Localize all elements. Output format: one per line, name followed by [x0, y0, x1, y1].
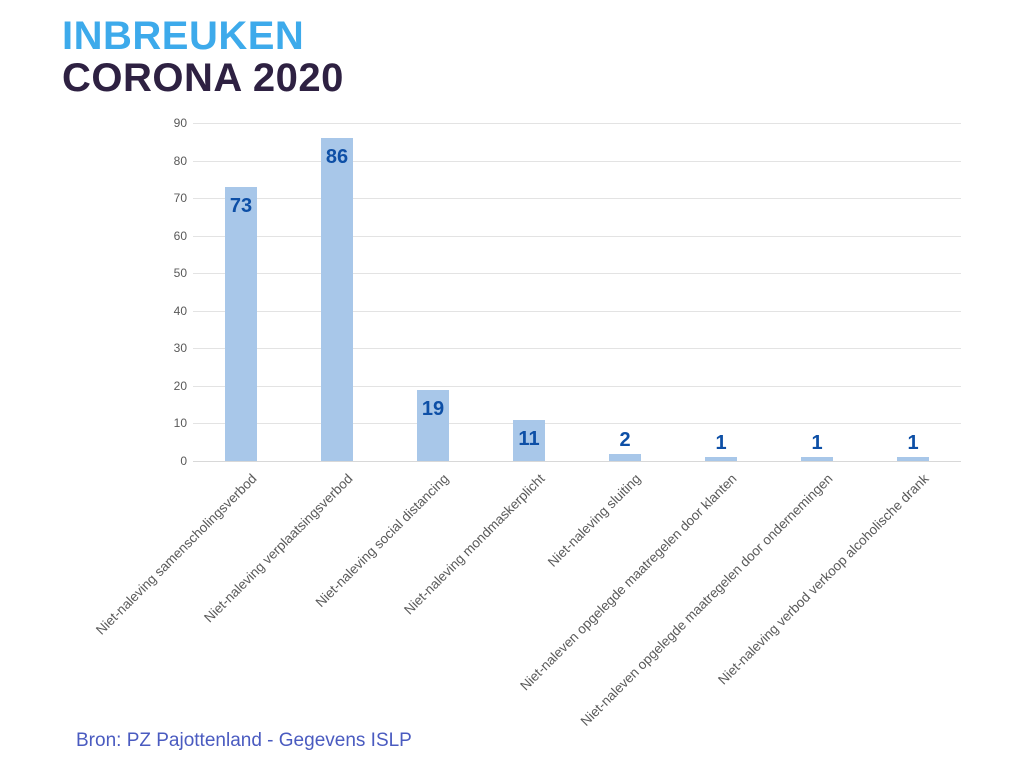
x-axis-category-label: Niet-naleving verbod verkoop alcoholisch…	[715, 471, 932, 688]
gridline	[193, 123, 961, 124]
title-line-1: INBREUKEN	[62, 14, 305, 58]
bar	[417, 389, 449, 461]
title-line-2: CORONA 2020	[62, 55, 344, 100]
bar-value-label: 11	[518, 427, 540, 450]
y-axis-tick-label: 80	[173, 153, 187, 168]
x-axis-line	[193, 461, 961, 462]
bar-value-label: 73	[229, 194, 253, 217]
gridline	[193, 273, 961, 275]
y-axis-tick-label: 70	[173, 191, 187, 206]
y-axis-tick-label: 10	[173, 416, 187, 431]
gridline	[193, 310, 961, 312]
bar	[705, 457, 737, 461]
source-attribution: Bron: PZ Pajottenland - Gegevens ISLP	[76, 730, 412, 751]
gridline	[193, 423, 961, 425]
y-axis-tick-label: 30	[173, 341, 187, 356]
bar	[609, 453, 641, 461]
y-axis-tick-label: 0	[180, 454, 187, 468]
bar-value-label: 1	[715, 432, 727, 455]
bar-chart-plot-area: 0 10 20 30 40 50 60 70 80 90 73 Niet-naleving samen…	[93, 116, 961, 729]
bar-value-label: 19	[421, 397, 445, 420]
gridline	[193, 235, 961, 237]
bar	[225, 186, 257, 461]
y-axis-tick-label: 50	[173, 266, 187, 281]
bar	[897, 457, 929, 461]
bar-value-label: 1	[907, 432, 919, 455]
gridline	[193, 160, 961, 162]
bar	[321, 138, 353, 461]
bar-value-label: 2	[619, 428, 631, 451]
y-axis-tick-label: 90	[173, 116, 187, 130]
y-axis-tick-label: 40	[173, 303, 187, 318]
bar-value-label: 1	[811, 432, 823, 455]
y-axis-tick-label: 60	[173, 228, 187, 243]
chart-title: INBREUKEN CORONA 2020	[62, 14, 344, 100]
bar	[513, 419, 545, 461]
bar	[801, 457, 833, 461]
bar-value-label: 86	[325, 146, 349, 169]
x-axis-category-label: Niet-naleving samenscholingsverbod	[92, 471, 260, 638]
y-axis-tick-label: 20	[173, 378, 187, 393]
gridline	[193, 348, 961, 350]
gridline	[193, 385, 961, 387]
gridline	[193, 198, 961, 200]
